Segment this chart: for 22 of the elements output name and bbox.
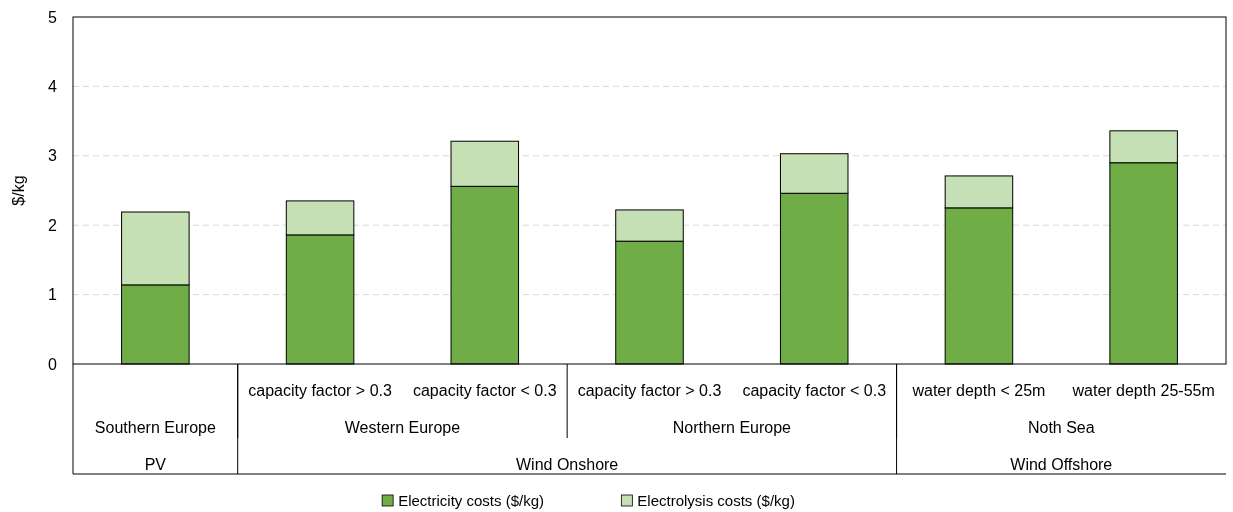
text: PV	[144, 455, 167, 473]
text: Noth Sea	[1027, 418, 1095, 436]
x-tick-label: capacity factor > 0.3	[577, 381, 722, 399]
x-tick-label: water depth < 25m	[911, 381, 1046, 399]
text: Wind Onshore	[516, 455, 619, 473]
x-tick-label: capacity factor < 0.3	[742, 381, 887, 399]
legend-label: Electrolysis costs ($/kg)	[637, 491, 795, 509]
y-tick-label: 3	[48, 147, 58, 165]
y-tick-label: 5	[48, 8, 58, 26]
x-tick-label: capacity factor < 0.3	[412, 381, 557, 399]
text: Western Europe	[344, 418, 461, 436]
text: Southern Europe	[94, 418, 216, 436]
y-tick-label: 2	[48, 216, 58, 234]
legend-label: Electricity costs ($/kg)	[398, 491, 545, 509]
y-axis-title: $/kg	[10, 175, 27, 206]
y-tick-label: 4	[48, 78, 58, 95]
text: Northern Europe	[672, 418, 792, 436]
y-tick-label: 1	[48, 286, 58, 304]
x-tick-label: capacity factor > 0.3	[248, 381, 392, 399]
x-tick-label: water depth 25-55m	[1071, 381, 1215, 399]
y-tick-label: 0	[48, 355, 58, 373]
text: Wind Offshore	[1010, 455, 1113, 473]
